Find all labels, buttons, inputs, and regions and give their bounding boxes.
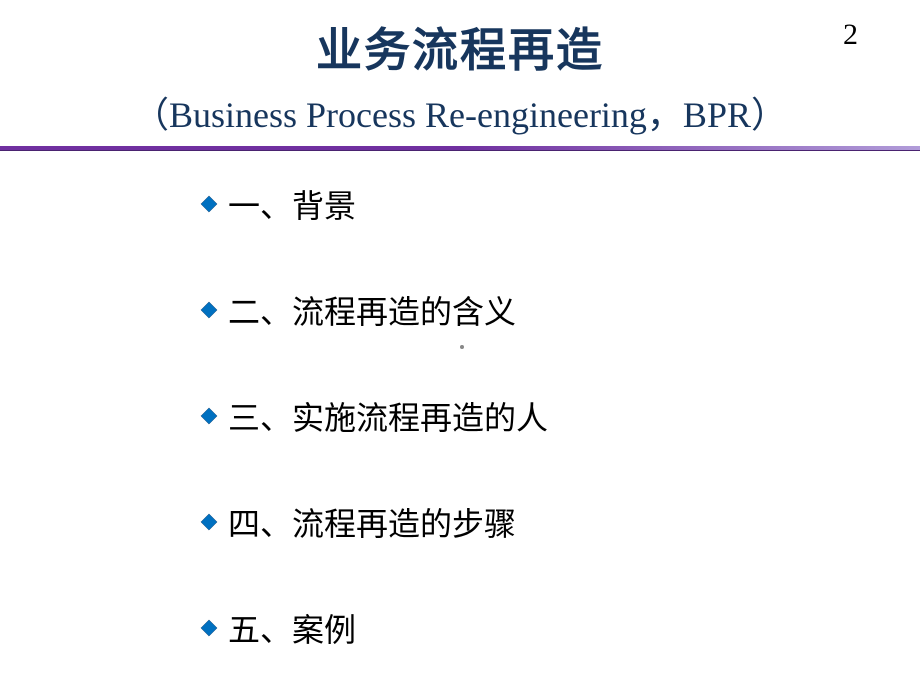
- diamond-bullet-icon: [200, 407, 218, 425]
- center-marker-icon: [460, 345, 464, 349]
- title-subtitle: （Business Process Re-engineering，BPR）: [0, 86, 920, 138]
- item-text: 二、流程再造的含义: [228, 287, 516, 333]
- list-item: 四、流程再造的步骤: [200, 499, 920, 545]
- diamond-bullet-icon: [200, 619, 218, 637]
- item-text: 四、流程再造的步骤: [228, 499, 516, 545]
- title-main: 业务流程再造: [0, 14, 920, 80]
- diamond-bullet-icon: [200, 195, 218, 213]
- item-text: 三、实施流程再造的人: [228, 393, 548, 439]
- content-list: 一、背景 二、流程再造的含义 三、实施流程再造的人 四、流程再造的步骤 五、案例: [0, 151, 920, 651]
- diamond-bullet-icon: [200, 513, 218, 531]
- list-item: 三、实施流程再造的人: [200, 393, 920, 439]
- item-text: 五、案例: [228, 605, 356, 651]
- list-item: 一、背景: [200, 181, 920, 227]
- list-item: 五、案例: [200, 605, 920, 651]
- diamond-bullet-icon: [200, 301, 218, 319]
- title-block: 业务流程再造 （Business Process Re-engineering，…: [0, 0, 920, 138]
- page-number: 2: [843, 18, 858, 52]
- item-text: 一、背景: [228, 181, 356, 227]
- list-item: 二、流程再造的含义: [200, 287, 920, 333]
